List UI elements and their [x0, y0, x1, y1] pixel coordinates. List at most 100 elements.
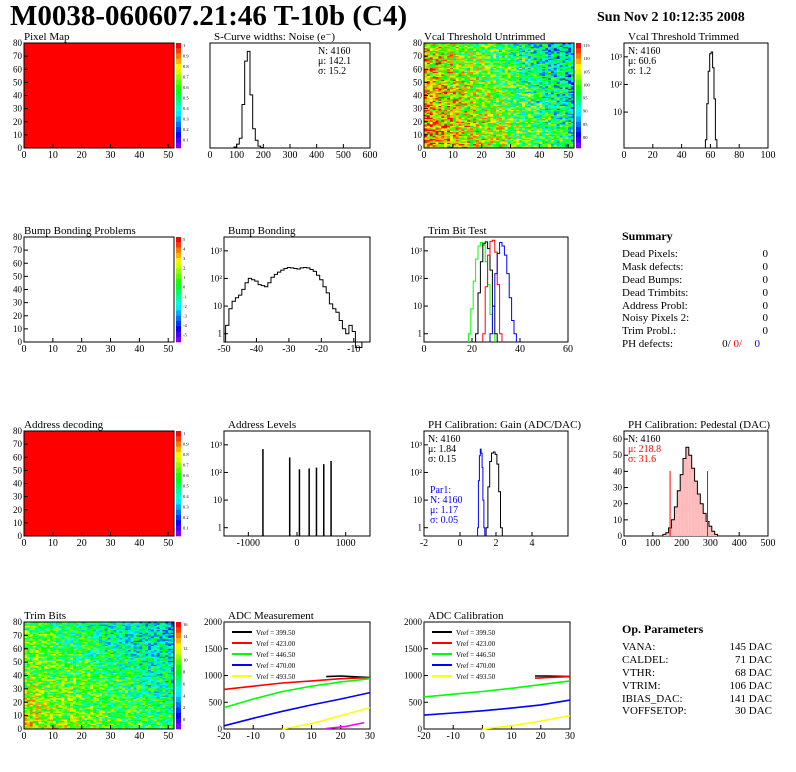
- heatmap-cell: [29, 706, 33, 708]
- heatmap-cell: [519, 136, 523, 138]
- chart-title: Bump Bonding: [228, 225, 296, 237]
- heatmap-cell: [455, 54, 459, 57]
- heatmap-cell: [429, 144, 433, 146]
- heatmap-cell: [533, 50, 537, 53]
- heatmap-cell: [424, 98, 428, 100]
- heatmap-cell: [447, 115, 451, 117]
- heatmap-cell: [522, 98, 526, 100]
- heatmap-cell: [484, 90, 488, 92]
- histogram-bin-fill: [677, 490, 681, 536]
- heatmap-cell: [539, 100, 543, 103]
- heatmap-cell: [571, 86, 575, 88]
- heatmap-cell: [571, 43, 575, 45]
- heatmap-cell: [452, 81, 457, 83]
- heatmap-cell: [522, 94, 526, 96]
- heatmap-cell: [559, 73, 563, 75]
- heatmap-cell: [29, 686, 33, 688]
- heatmap-cell: [473, 125, 477, 128]
- heatmap-cell: [473, 94, 477, 96]
- x-tick-label: 0: [422, 344, 427, 355]
- heatmap-cell: [441, 82, 445, 84]
- heatmap-cell: [556, 94, 560, 96]
- heatmap-cell: [507, 69, 511, 71]
- heatmap-cell: [490, 109, 494, 112]
- x-tick-label: 50: [163, 150, 173, 161]
- heatmap-cell: [536, 94, 540, 96]
- heatmap-cell: [458, 60, 462, 62]
- heatmap-cell: [542, 62, 546, 65]
- y-tick-label: 50: [413, 77, 423, 87]
- heatmap-cell: [455, 125, 459, 128]
- heatmap-cell: [524, 123, 529, 125]
- heatmap-cell: [539, 92, 543, 95]
- heatmap-cell: [539, 75, 543, 78]
- heatmap-cell: [473, 95, 477, 98]
- heatmap-cell: [553, 67, 557, 70]
- color-scale-bin: [176, 53, 181, 60]
- heatmap-cell: [510, 44, 514, 46]
- heatmap-cell: [26, 706, 31, 708]
- heatmap-cell: [32, 710, 36, 712]
- heatmap-cell: [424, 138, 428, 141]
- heatmap-cell: [499, 128, 503, 130]
- heatmap-cell: [553, 133, 557, 136]
- heatmap-cell: [424, 83, 428, 86]
- heatmap-cell: [467, 92, 471, 95]
- heatmap-cell: [452, 48, 457, 50]
- heatmap-cell: [539, 113, 543, 116]
- heatmap-cell: [452, 62, 457, 65]
- stats-line: σ: 15.2: [318, 66, 346, 77]
- heatmap-cell: [499, 95, 503, 98]
- heatmap-cell: [444, 65, 448, 67]
- heatmap-cell: [496, 54, 500, 57]
- heatmap-cell: [35, 640, 39, 643]
- heatmap-cell: [533, 73, 537, 75]
- heatmap-cell: [424, 108, 428, 111]
- heatmap-cell: [522, 119, 526, 121]
- heatmap-cell: [568, 61, 572, 63]
- heatmap-cell: [510, 133, 514, 136]
- heatmap-cell: [542, 90, 546, 92]
- heatmap-cell: [455, 88, 459, 91]
- heatmap-cell: [562, 146, 566, 149]
- x-tick-label: 20: [648, 150, 658, 161]
- heatmap-cell: [432, 102, 436, 104]
- heatmap-cell: [458, 96, 462, 99]
- heatmap-cell: [424, 58, 428, 61]
- heatmap-cell: [473, 146, 477, 149]
- color-scale-bin: [176, 79, 181, 86]
- heatmap-cell: [464, 56, 468, 58]
- heatmap-cell: [461, 104, 465, 107]
- heatmap-cell: [519, 117, 523, 120]
- heatmap-cell: [545, 138, 549, 141]
- heatmap-cell: [432, 50, 436, 53]
- heatmap-cell: [522, 117, 526, 120]
- heatmap-cell: [493, 146, 497, 149]
- heatmap-cell: [487, 132, 491, 134]
- heatmap-cell: [444, 75, 448, 78]
- heatmap-cell: [473, 140, 477, 142]
- y-tick-label: 10: [413, 130, 423, 140]
- heatmap-cell: [496, 90, 500, 92]
- heatmap-cell: [487, 77, 491, 79]
- heatmap-cell: [556, 71, 560, 74]
- heatmap-cell: [568, 144, 572, 146]
- heatmap-cell: [484, 128, 488, 130]
- histogram-series: [475, 241, 498, 342]
- heatmap-cell: [435, 137, 439, 140]
- heatmap-cell: [522, 140, 526, 142]
- heatmap-cell: [470, 65, 474, 67]
- y-tick-label: 70: [413, 51, 423, 61]
- heatmap-cell: [559, 52, 563, 54]
- heatmap-cell: [24, 652, 28, 655]
- heatmap-cell: [461, 74, 465, 77]
- heatmap-cell: [487, 67, 491, 70]
- heatmap-cell: [504, 54, 508, 57]
- heatmap-cell: [35, 659, 39, 662]
- heatmap-cell: [507, 74, 511, 77]
- heatmap-cell: [522, 61, 526, 63]
- heatmap-cell: [493, 92, 497, 95]
- heatmap-cell: [438, 70, 442, 73]
- heatmap-cell: [542, 132, 546, 134]
